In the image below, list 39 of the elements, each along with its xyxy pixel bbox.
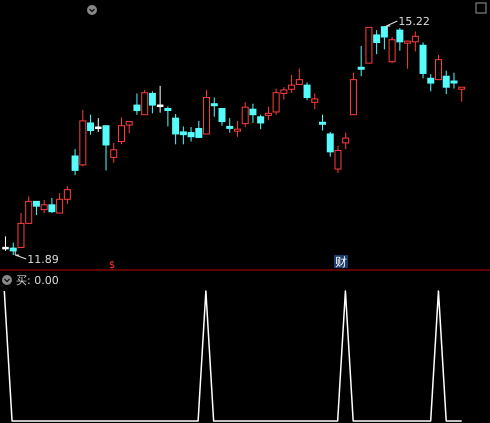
candlestick bbox=[48, 197, 56, 214]
text: $ bbox=[108, 260, 116, 271]
text: 财 bbox=[335, 255, 347, 269]
candlestick bbox=[326, 131, 334, 158]
candlestick bbox=[264, 106, 272, 121]
candlestick bbox=[87, 114, 94, 136]
candlestick bbox=[311, 92, 318, 110]
candlestick bbox=[148, 90, 156, 114]
candlestick bbox=[95, 118, 102, 132]
candlestick bbox=[257, 114, 264, 130]
candlestick bbox=[342, 132, 350, 150]
candlestick bbox=[156, 85, 164, 114]
candlestick bbox=[102, 125, 110, 171]
candlestick bbox=[226, 118, 234, 134]
candlestick bbox=[319, 114, 326, 132]
candlestick bbox=[427, 74, 434, 92]
annotation: 11.89 bbox=[27, 253, 59, 266]
candlestick bbox=[334, 145, 342, 174]
chart-title: 买: 0.00 bbox=[16, 274, 59, 287]
candlestick bbox=[40, 199, 48, 214]
candlestick bbox=[304, 82, 311, 101]
candlestick bbox=[210, 97, 218, 118]
candlestick bbox=[141, 89, 148, 116]
candlestick bbox=[358, 45, 365, 77]
candlestick bbox=[234, 120, 241, 138]
candlestick bbox=[72, 148, 79, 176]
candlestick bbox=[242, 102, 249, 128]
candlestick bbox=[164, 106, 172, 127]
annotation: 15.22 bbox=[398, 15, 430, 28]
candlestick bbox=[249, 103, 256, 124]
candlestick bbox=[2, 236, 9, 252]
candlestick bbox=[133, 92, 140, 116]
candlestick bbox=[458, 86, 466, 102]
candlestick bbox=[388, 36, 396, 64]
candlestick bbox=[396, 28, 404, 52]
candlestick bbox=[32, 200, 40, 216]
candlestick bbox=[435, 54, 442, 80]
candlestick bbox=[218, 108, 226, 126]
candlestick bbox=[110, 142, 118, 164]
